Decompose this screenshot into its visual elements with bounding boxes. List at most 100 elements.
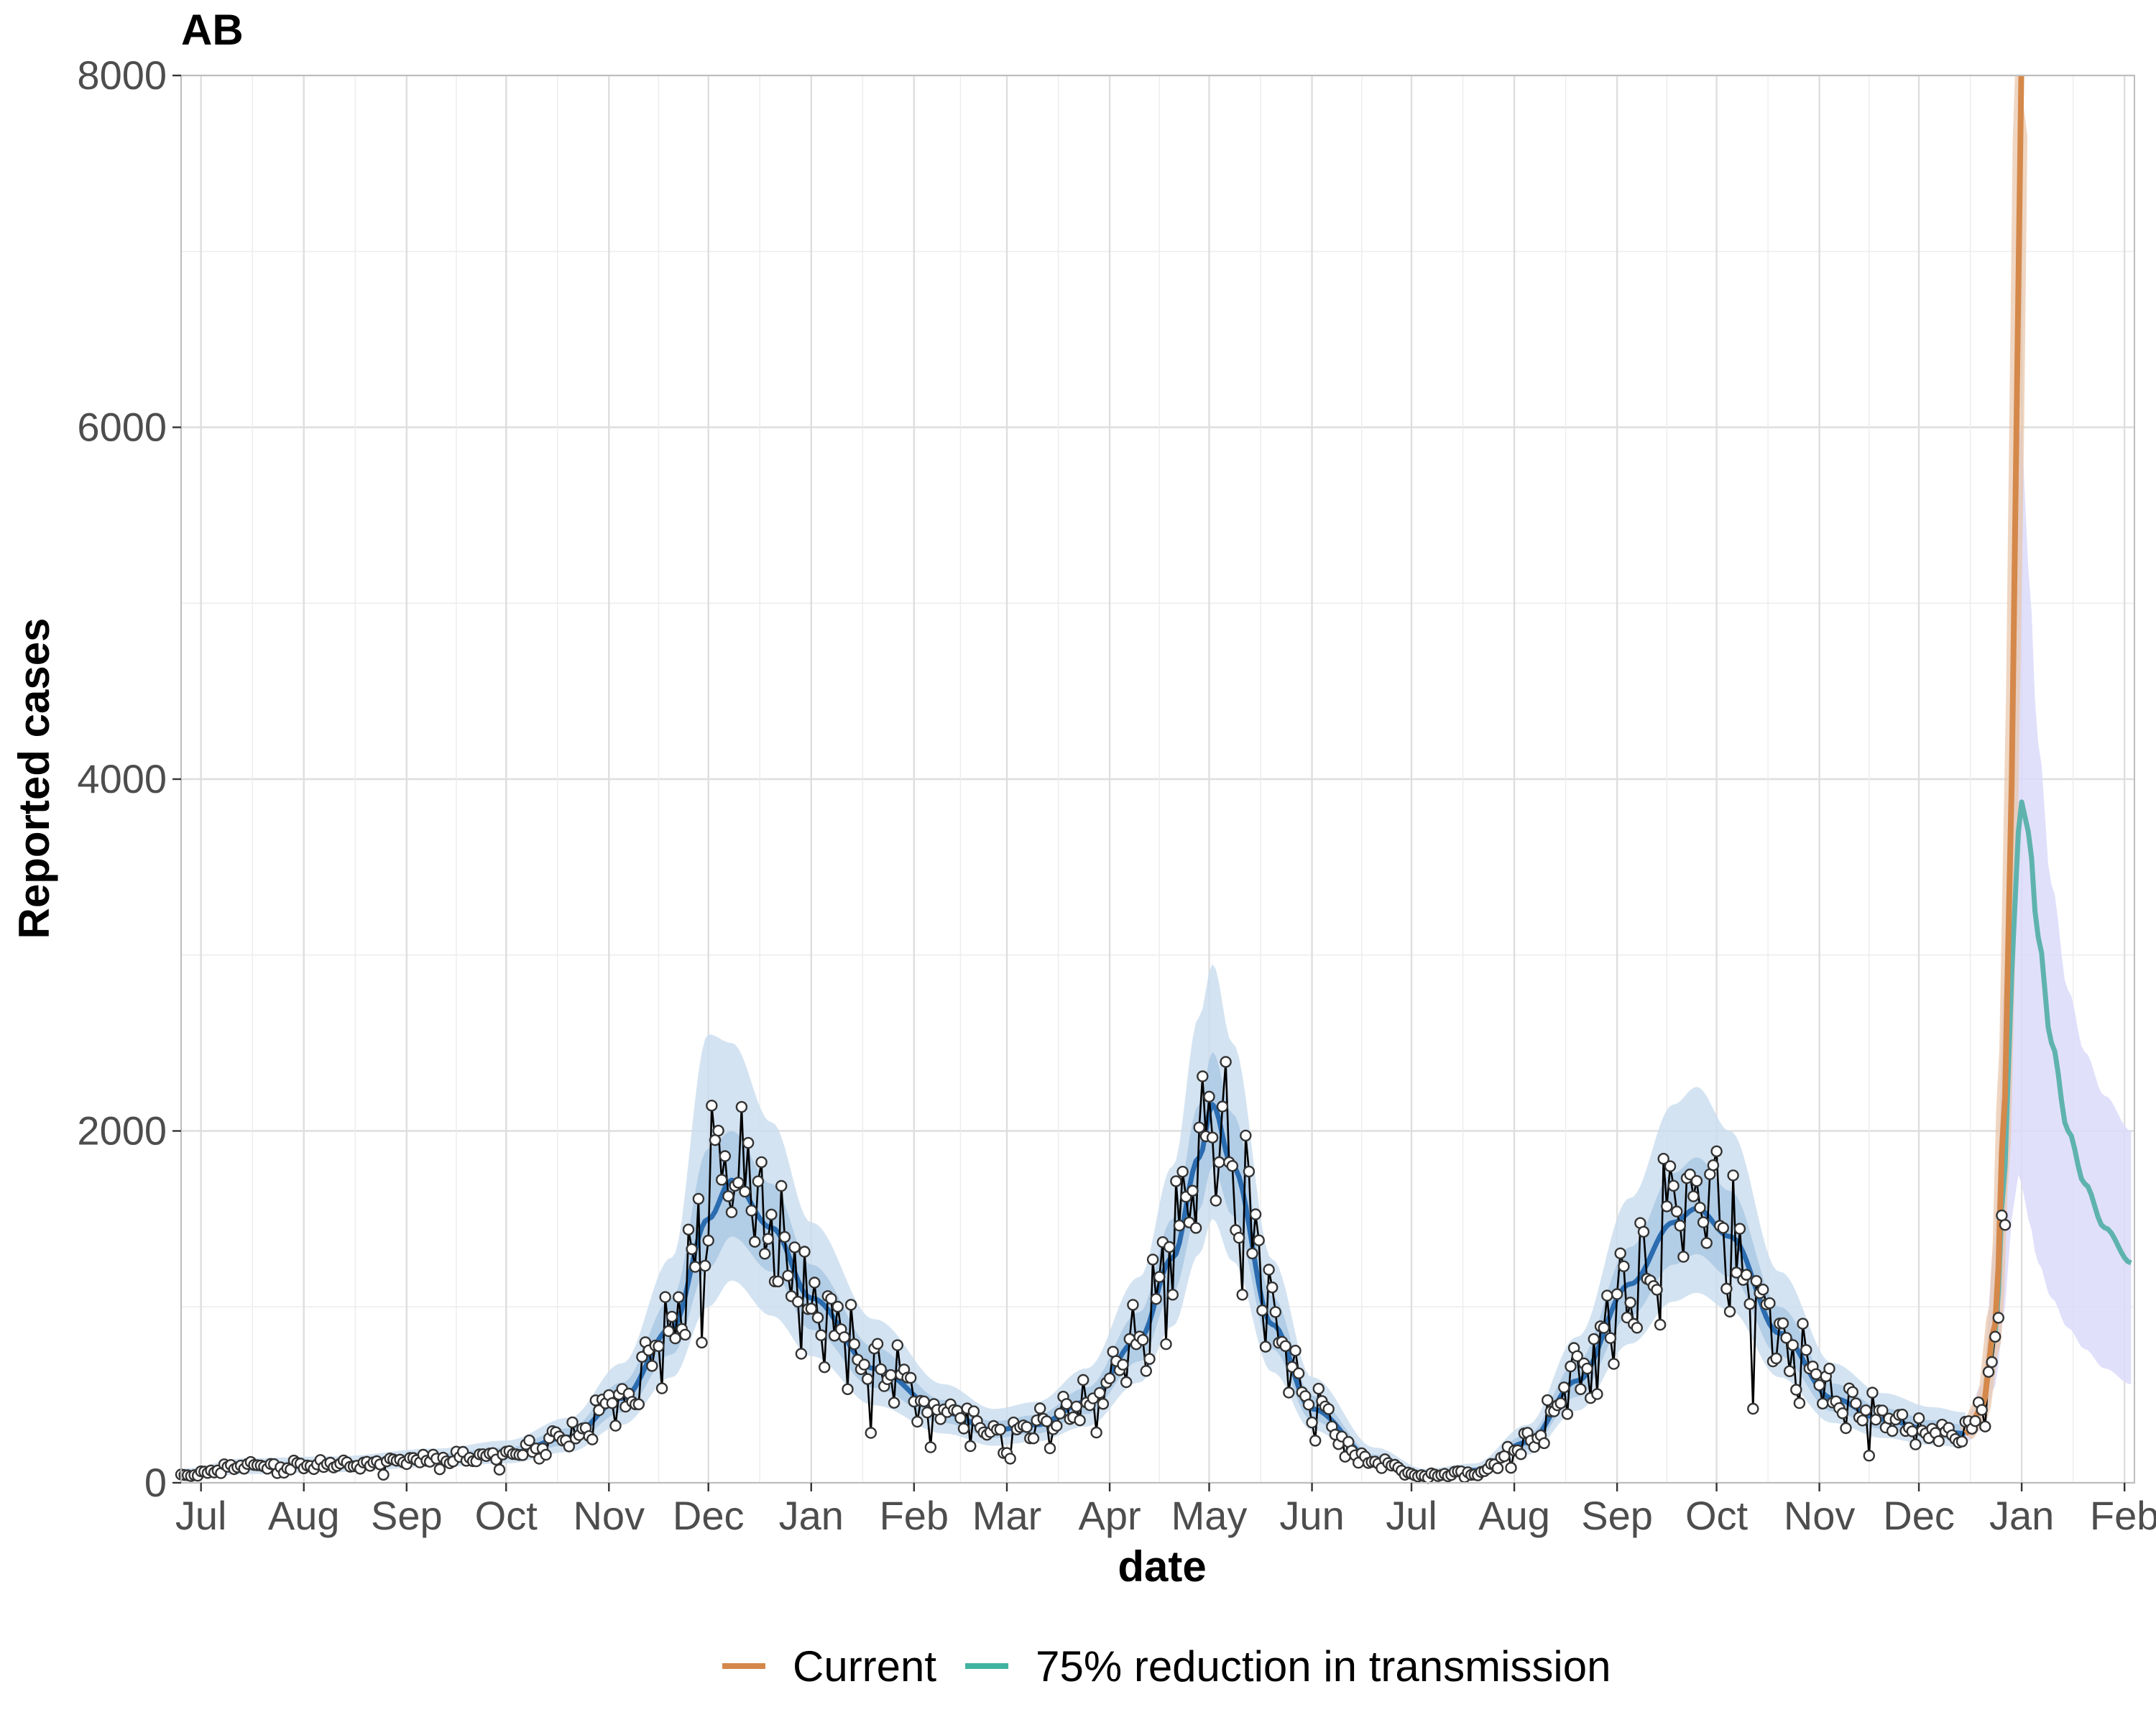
observed-point xyxy=(1193,1121,1205,1133)
observed-point xyxy=(1810,1368,1823,1381)
observed-point xyxy=(1213,1156,1225,1169)
observed-point xyxy=(1246,1247,1258,1260)
observed-point xyxy=(1850,1397,1862,1409)
observed-point xyxy=(1591,1388,1603,1400)
observed-point xyxy=(377,1468,390,1481)
observed-point xyxy=(1727,1169,1739,1182)
x-tick-label: Oct xyxy=(475,1493,538,1538)
observed-point xyxy=(1886,1425,1899,1438)
observed-point xyxy=(609,1420,622,1432)
observed-point xyxy=(1074,1414,1086,1427)
x-tick-label: Feb xyxy=(880,1493,949,1538)
observed-point xyxy=(722,1190,734,1202)
x-tick-label: Sep xyxy=(1581,1493,1653,1538)
observed-point xyxy=(1233,1231,1245,1244)
observed-point xyxy=(798,1246,811,1258)
observed-point xyxy=(888,1397,900,1409)
x-tick-label: Jul xyxy=(1386,1493,1437,1538)
observed-point xyxy=(1750,1274,1763,1287)
observed-point xyxy=(861,1373,874,1385)
observed-point xyxy=(732,1177,745,1189)
observed-point xyxy=(964,1440,977,1453)
observed-point xyxy=(825,1292,837,1305)
observed-point xyxy=(673,1291,685,1303)
observed-point xyxy=(1236,1289,1248,1301)
x-tick-label: Jun xyxy=(1279,1493,1344,1538)
observed-point xyxy=(752,1175,765,1187)
observed-points xyxy=(175,1056,2012,1484)
observed-point xyxy=(778,1230,791,1243)
observed-point xyxy=(967,1405,980,1417)
observed-point xyxy=(669,1332,681,1345)
observed-point xyxy=(1259,1340,1272,1353)
observed-point xyxy=(1256,1304,1268,1317)
observed-point xyxy=(1541,1394,1554,1407)
observed-point xyxy=(1780,1332,1792,1344)
observed-point xyxy=(1608,1358,1620,1370)
x-tick-label: Mar xyxy=(972,1493,1041,1538)
observed-point xyxy=(686,1243,698,1256)
observed-point xyxy=(1743,1297,1756,1310)
observed-point xyxy=(1670,1205,1683,1218)
observed-point xyxy=(1283,1386,1295,1399)
observed-point xyxy=(1999,1218,2012,1231)
observed-point xyxy=(1677,1251,1690,1263)
observed-point xyxy=(1070,1400,1083,1413)
observed-point xyxy=(1127,1299,1139,1311)
x-tick-label: Nov xyxy=(573,1493,645,1538)
observed-point xyxy=(1631,1322,1644,1334)
observed-point xyxy=(1027,1432,1040,1445)
x-tick-label: Nov xyxy=(1784,1493,1856,1538)
observed-point xyxy=(1800,1344,1812,1356)
observed-point xyxy=(692,1192,705,1205)
observed-point xyxy=(1813,1379,1825,1392)
observed-point xyxy=(1790,1384,1802,1396)
observed-point xyxy=(1996,1209,2008,1222)
observed-point xyxy=(1876,1404,1889,1417)
observed-point xyxy=(871,1338,884,1350)
observed-point xyxy=(665,1310,678,1323)
observed-point xyxy=(1220,1056,1232,1068)
observed-point xyxy=(1090,1426,1102,1439)
observed-point xyxy=(566,1416,579,1429)
observed-point xyxy=(1253,1234,1265,1246)
observed-point xyxy=(1601,1289,1613,1302)
observed-point xyxy=(1989,1330,2001,1343)
observed-point xyxy=(1992,1312,2005,1324)
observed-point xyxy=(1651,1284,1663,1296)
x-tick-label: Aug xyxy=(1478,1493,1550,1538)
observed-point xyxy=(1604,1332,1617,1344)
x-tick-label: Dec xyxy=(673,1493,745,1538)
x-tick-label: Dec xyxy=(1883,1493,1955,1538)
observed-point xyxy=(858,1358,870,1371)
observed-point xyxy=(1051,1420,1063,1432)
fit-band-outer xyxy=(181,964,1966,1480)
observed-point xyxy=(1667,1179,1680,1192)
observed-point xyxy=(1004,1453,1016,1465)
observed-point xyxy=(659,1291,671,1303)
observed-point xyxy=(1846,1386,1859,1399)
observed-point xyxy=(1093,1386,1106,1399)
observed-point xyxy=(1700,1237,1713,1249)
observed-point xyxy=(1266,1281,1279,1294)
observed-point xyxy=(1787,1339,1799,1351)
y-axis-title: Reported cases xyxy=(10,618,58,939)
observed-point xyxy=(517,1449,529,1461)
observed-point xyxy=(1044,1442,1056,1455)
observed-point xyxy=(1986,1356,1998,1368)
fit-band-inner xyxy=(181,1052,1966,1478)
observed-point xyxy=(632,1398,645,1411)
observed-point xyxy=(1173,1219,1186,1232)
observed-point xyxy=(1226,1159,1239,1172)
observed-point xyxy=(1710,1145,1723,1158)
observed-point xyxy=(1694,1202,1706,1214)
observed-point xyxy=(1097,1397,1110,1410)
observed-point xyxy=(1269,1306,1282,1318)
observed-point xyxy=(1322,1403,1335,1415)
observed-point xyxy=(924,1441,937,1453)
observed-point xyxy=(1166,1289,1179,1301)
observed-point xyxy=(679,1328,691,1341)
observed-point xyxy=(586,1433,599,1445)
x-tick-label: Sep xyxy=(371,1493,443,1538)
